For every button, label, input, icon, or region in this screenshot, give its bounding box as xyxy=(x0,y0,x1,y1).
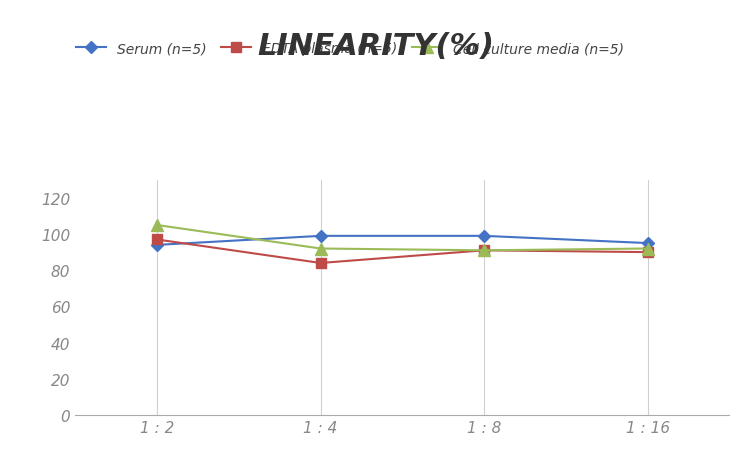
Serum (n=5) xyxy=(153,243,162,248)
Line: Cell culture media (n=5): Cell culture media (n=5) xyxy=(151,220,653,256)
Text: LINEARITY(%): LINEARITY(%) xyxy=(257,32,495,60)
Cell culture media (n=5) xyxy=(316,246,325,252)
Serum (n=5) xyxy=(316,234,325,239)
Serum (n=5) xyxy=(643,241,652,246)
EDTA plasma (n=5) xyxy=(316,261,325,266)
EDTA plasma (n=5) xyxy=(480,248,489,253)
Cell culture media (n=5) xyxy=(153,223,162,228)
Legend: Serum (n=5), EDTA plasma (n=5), Cell culture media (n=5): Serum (n=5), EDTA plasma (n=5), Cell cul… xyxy=(76,42,624,56)
Line: Serum (n=5): Serum (n=5) xyxy=(153,232,652,249)
Cell culture media (n=5) xyxy=(643,246,652,252)
Line: EDTA plasma (n=5): EDTA plasma (n=5) xyxy=(152,235,653,268)
EDTA plasma (n=5) xyxy=(643,250,652,255)
Cell culture media (n=5) xyxy=(480,248,489,253)
EDTA plasma (n=5) xyxy=(153,237,162,243)
Serum (n=5) xyxy=(480,234,489,239)
